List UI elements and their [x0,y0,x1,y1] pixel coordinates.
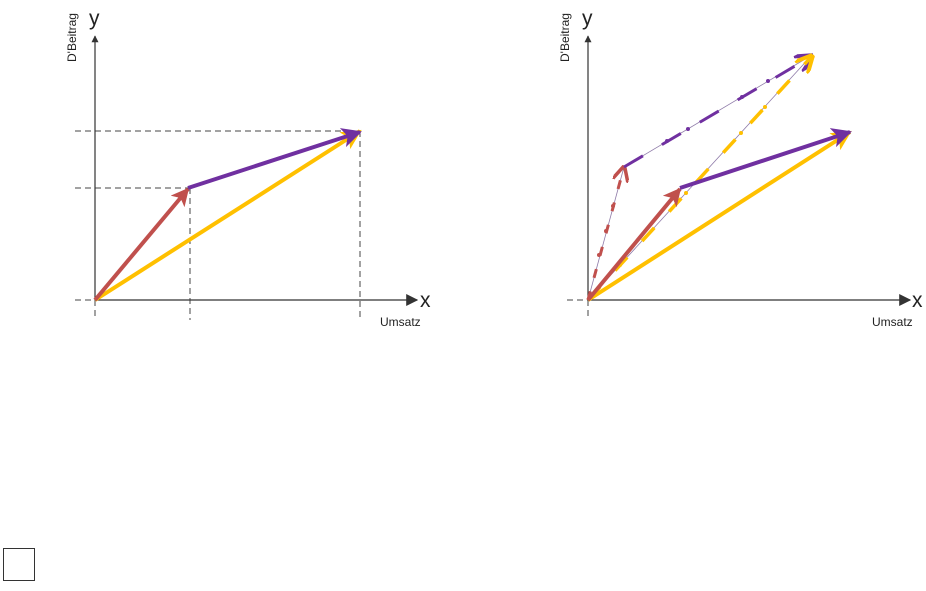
right-y-axis-label: D'Beitrag [558,13,572,62]
right-purple-dot-2 [686,127,690,131]
right-thin-connector-origin-to-red-tip [587,166,625,301]
right-yellow-vector [586,130,852,302]
right-x-axis-letter: x [912,289,923,312]
right-diagram: y x D'Beitrag Umsatz [558,7,923,329]
right-purple-vector [679,128,852,190]
right-red-vector [586,187,682,302]
left-red-vector [93,187,190,302]
left-y-axis-label: D'Beitrag [65,13,79,62]
left-yellow-vector [93,129,362,302]
right-purple-dot-4 [766,79,770,83]
right-purple-dot-1 [665,139,669,143]
right-yellow-dot-2 [684,191,688,195]
checkbox[interactable] [3,548,35,581]
left-x-axis-letter: x [420,289,431,312]
right-purple-dots [665,79,770,143]
right-scaled-yellow-vector [586,56,812,302]
right-yellow-dots [618,105,767,267]
right-yellow-dot-4 [763,105,767,109]
right-red-dot-2 [604,229,608,233]
right-purple-dot-3 [740,95,744,99]
left-purple-vector [187,128,362,190]
right-yellow-dot-3 [739,131,743,135]
right-x-axis-label: Umsatz [872,315,913,329]
right-scaled-purple-vector [623,56,812,169]
right-y-axis-letter: y [582,7,593,30]
left-x-axis-label: Umsatz [380,315,421,329]
right-red-dot-1 [597,253,601,257]
left-diagram: y x D'Beitrag Umsatz [65,7,431,329]
left-y-axis-letter: y [89,7,100,30]
right-red-dots [597,204,615,257]
right-red-dot-3 [611,204,615,208]
